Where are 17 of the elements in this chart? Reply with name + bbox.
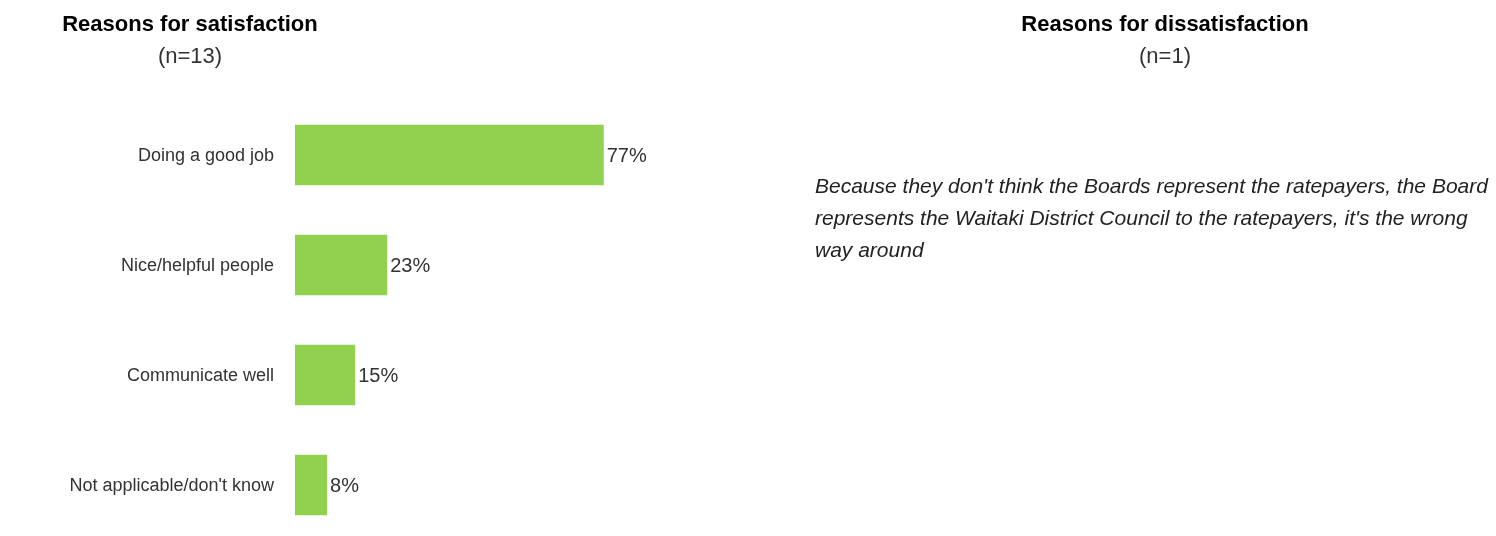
data-label: 23% [390, 254, 431, 276]
text: Because they don't think the Boards represent the ratepayers, the Board represents the Waitaki District Council to the ratepayers, it's the wrong way around [815, 173, 1490, 263]
data-label: 77% [606, 144, 647, 166]
chart-subtitle: (n=13) [157, 43, 223, 68]
data-label: 8% [330, 474, 360, 496]
text: (n=1) [1139, 43, 1191, 68]
chart-title: Reasons for satisfaction [62, 11, 318, 36]
text: Reasons for dissatisfaction [1021, 11, 1309, 36]
data-label: 15% [358, 364, 399, 386]
y-tick-label: Not applicable/don't know [69, 475, 275, 496]
y-tick-label: Doing a good job [137, 145, 274, 166]
y-tick-label: Communicate well [126, 365, 274, 386]
bar [295, 344, 356, 406]
y-tick-label: Nice/helpful people [120, 255, 274, 276]
bar [295, 454, 328, 516]
bar [295, 124, 604, 186]
bar [295, 234, 388, 296]
